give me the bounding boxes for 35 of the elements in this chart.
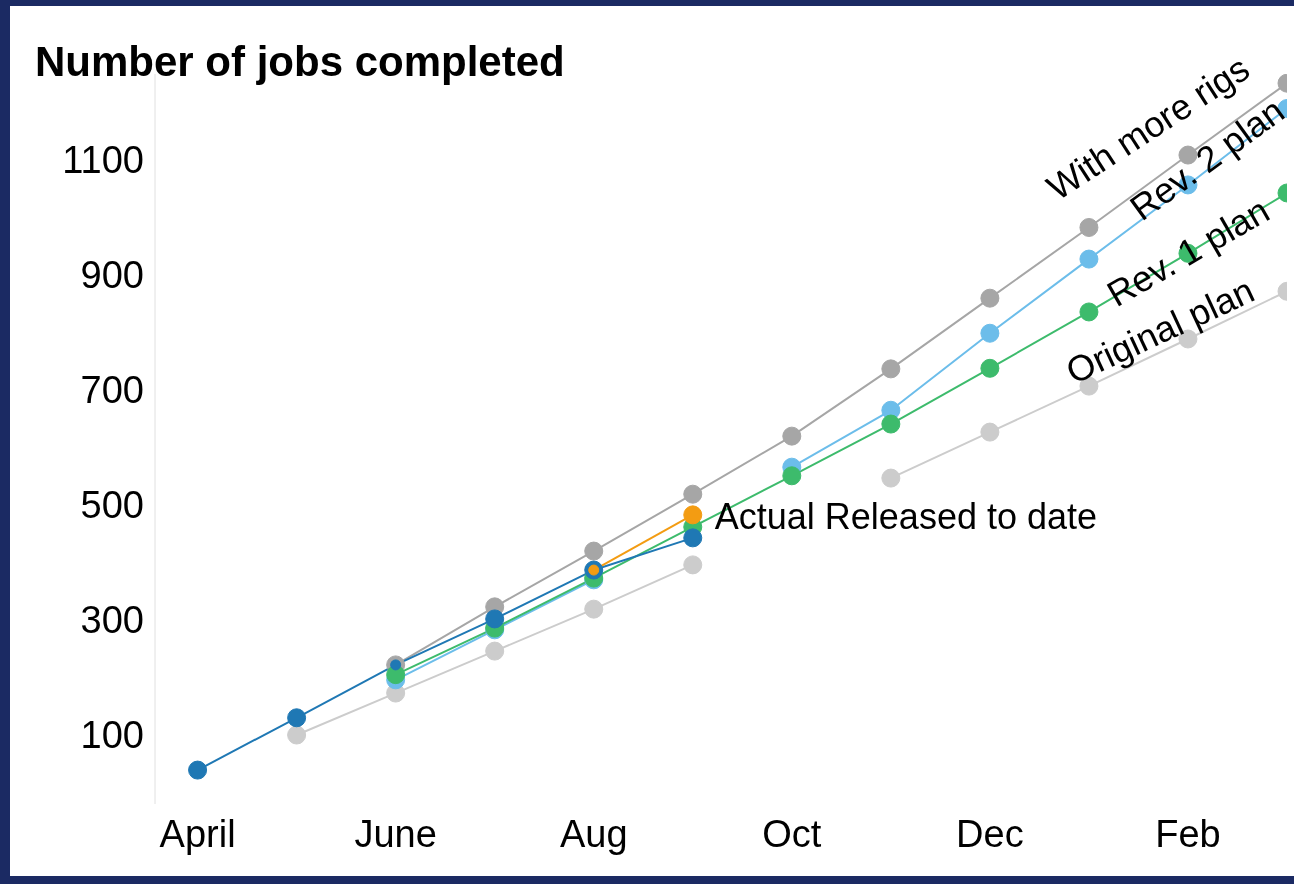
y-tick-label: 700 <box>80 369 144 412</box>
chart-title: Number of jobs completed <box>35 38 565 86</box>
point <box>485 609 505 629</box>
point <box>980 288 1000 308</box>
point <box>287 708 307 728</box>
y-tick-label: 500 <box>80 484 144 527</box>
point <box>1079 249 1099 269</box>
y-tick-label: 900 <box>80 254 144 297</box>
point <box>881 414 901 434</box>
point <box>683 484 703 504</box>
point <box>980 323 1000 343</box>
y-tick-label: 300 <box>80 599 144 642</box>
y-tick-label: 1100 <box>62 139 144 182</box>
point <box>1079 217 1099 237</box>
annotation: Actual Released to date <box>714 495 1098 537</box>
point <box>881 359 901 379</box>
point <box>683 555 703 575</box>
point <box>188 760 208 780</box>
x-tick-label: Feb <box>1155 812 1221 855</box>
point <box>980 422 1000 442</box>
x-tick-label: June <box>354 812 437 855</box>
point <box>980 358 1000 378</box>
point <box>782 466 802 486</box>
point <box>584 541 604 561</box>
point <box>485 641 505 661</box>
x-tick-label: Oct <box>762 812 822 855</box>
x-tick-label: Dec <box>956 812 1024 855</box>
x-tick-label: Aug <box>559 812 628 855</box>
point <box>584 599 604 619</box>
y-tick-label: 100 <box>80 714 144 757</box>
point <box>287 725 307 745</box>
point <box>881 468 901 488</box>
x-tick-label: April <box>159 812 236 855</box>
point <box>683 528 703 548</box>
point <box>782 426 802 446</box>
